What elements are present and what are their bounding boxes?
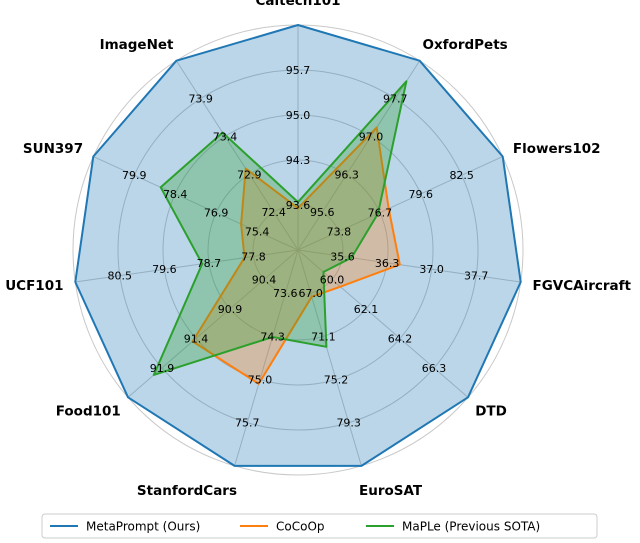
category-labels: Caltech101 OxfordPets Flowers102 FGVCAircra…	[5, 0, 631, 499]
tick-label: 80.5	[108, 270, 133, 283]
category-label: Food101	[56, 403, 121, 419]
tick-label: 73.6	[273, 287, 298, 300]
tick-label: 77.8	[241, 250, 266, 263]
tick-label: 95.0	[286, 109, 311, 122]
tick-label: 36.3	[375, 257, 400, 270]
tick-label: 78.4	[163, 188, 188, 201]
tick-label: 78.7	[197, 257, 222, 270]
tick-label: 95.7	[286, 64, 311, 77]
tick-label: 79.6	[152, 263, 177, 276]
legend-label: CoCoOp	[276, 520, 325, 534]
series-area-0	[74, 24, 522, 467]
series-area-2	[152, 80, 408, 376]
tick-label: 75.0	[248, 374, 273, 387]
legend: MetaPrompt (Ours) CoCoOp MaPLe (Previous S…	[41, 513, 598, 539]
legend-label: MetaPrompt (Ours)	[86, 520, 200, 534]
tick-labels: 95.7 95.0 94.3 93.6 97.7 97.0 96.3 95.6 82.5 79.6…	[108, 64, 489, 430]
tick-label: 97.7	[383, 93, 408, 106]
tick-label: 91.4	[184, 332, 209, 345]
series-layer	[74, 24, 522, 467]
tick-label: 90.9	[218, 303, 243, 316]
tick-label: 35.6	[330, 250, 355, 263]
tick-label: 64.2	[388, 332, 413, 345]
category-label: UCF101	[5, 278, 63, 294]
legend-box	[41, 513, 598, 539]
tick-label: 72.9	[237, 168, 262, 181]
axis-spoke	[297, 60, 421, 251]
tick-label: 60.0	[320, 274, 345, 287]
tick-label: 94.3	[286, 154, 311, 167]
axis-spoke	[127, 249, 299, 398]
legend-label: MaPLe (Previous SOTA)	[402, 520, 540, 534]
category-label: Caltech101	[255, 0, 340, 9]
category-label: DTD	[475, 403, 507, 419]
category-label: Flowers102	[513, 141, 601, 157]
tick-label: 97.0	[359, 130, 384, 143]
tick-label: 75.4	[245, 225, 270, 238]
tick-label: 72.4	[261, 206, 286, 219]
axis-spoke	[75, 249, 299, 283]
tick-label: 74.3	[260, 330, 285, 343]
tick-label: 76.7	[368, 207, 393, 220]
tick-label: 73.4	[213, 130, 238, 143]
category-label: OxfordPets	[423, 37, 508, 53]
tick-label: 62.1	[354, 303, 379, 316]
tick-label: 79.9	[122, 169, 147, 182]
axis-spoke	[297, 249, 521, 283]
category-label: FGVCAircraft	[533, 278, 632, 294]
tick-label: 76.9	[204, 207, 229, 220]
axis-spoke	[234, 249, 299, 467]
tick-label: 90.4	[252, 274, 277, 287]
grid	[72, 24, 524, 476]
tick-label: 79.3	[336, 417, 361, 430]
category-label: StanfordCars	[137, 483, 237, 499]
tick-label: 66.3	[422, 362, 447, 375]
axis-spoke	[175, 60, 299, 251]
axis-spoke	[297, 249, 469, 398]
tick-label: 73.8	[327, 225, 352, 238]
axis-spoke	[297, 156, 503, 251]
category-label: ImageNet	[100, 37, 174, 53]
tick-label: 75.2	[324, 374, 349, 387]
tick-label: 79.6	[409, 188, 434, 201]
tick-label: 96.3	[334, 168, 359, 181]
axis-spoke	[297, 249, 362, 467]
tick-label: 93.6	[286, 199, 311, 212]
tick-label: 82.5	[449, 169, 474, 182]
tick-label: 71.1	[311, 330, 336, 343]
category-label: EuroSAT	[359, 483, 423, 499]
tick-label: 67.0	[298, 287, 323, 300]
category-label: SUN397	[23, 141, 83, 157]
tick-label: 73.9	[188, 93, 213, 106]
tick-label: 91.9	[150, 362, 175, 375]
tick-label: 75.7	[235, 417, 260, 430]
tick-label: 37.0	[419, 263, 444, 276]
tick-label: 37.7	[464, 270, 489, 283]
tick-label: 95.6	[310, 206, 335, 219]
axis-spoke	[93, 156, 299, 251]
